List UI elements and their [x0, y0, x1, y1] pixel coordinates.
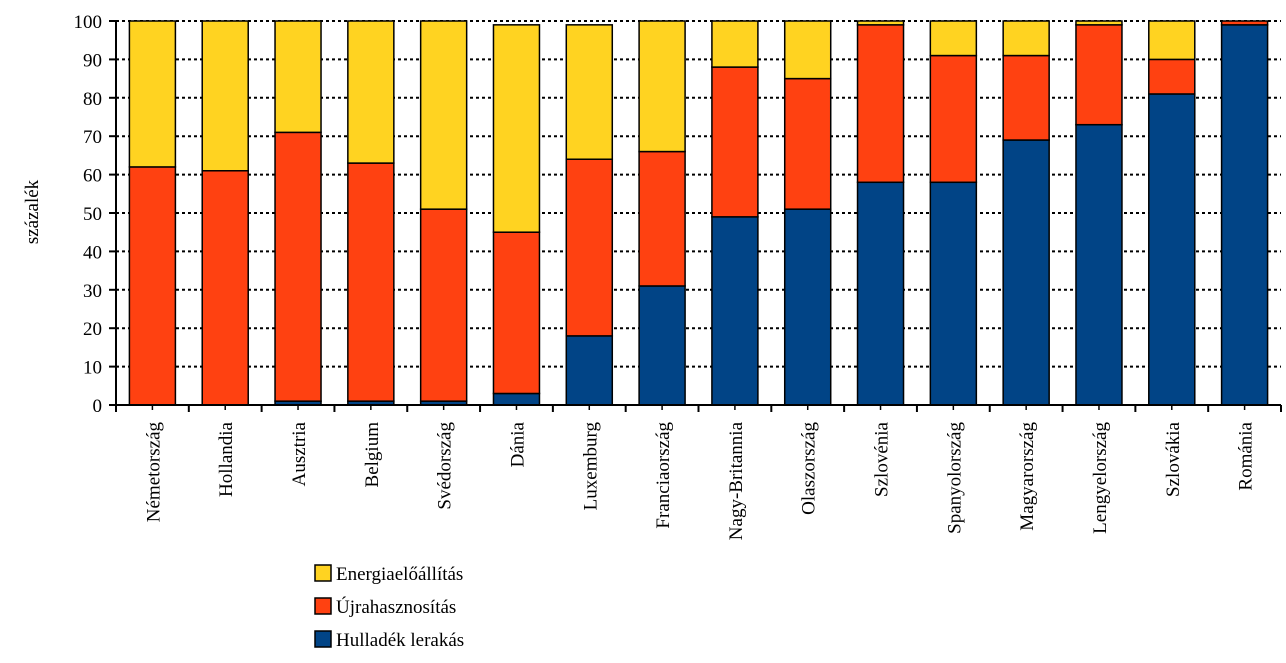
- bar-segment: [783, 20, 832, 80]
- x-tick-label: Olaszország: [799, 422, 820, 515]
- bar-segment: [128, 20, 177, 168]
- bars: [128, 20, 1269, 406]
- legend-swatch: [314, 564, 332, 582]
- bar-segment: [419, 20, 468, 210]
- y-tick-label: 90: [83, 50, 102, 71]
- bar-segment: [1148, 58, 1196, 95]
- y-tick-label: 10: [83, 358, 102, 379]
- bar-segment: [856, 181, 905, 406]
- y-tick-label: 0: [93, 396, 103, 417]
- bar-segment: [347, 162, 395, 402]
- bar-segment: [1002, 54, 1050, 141]
- bar-segment: [274, 20, 322, 134]
- x-tick-label: Románia: [1236, 421, 1257, 490]
- bar-segment: [929, 181, 978, 406]
- bar-segment: [201, 20, 249, 172]
- bar-segment: [1075, 20, 1123, 26]
- bar-segment: [1148, 20, 1196, 61]
- axes: Németország Hollandia Ausztria Belgium Svédo…: [74, 12, 1282, 540]
- bar-segment: [638, 150, 686, 287]
- bar-segment: [565, 335, 614, 406]
- bar-segment: [711, 216, 759, 406]
- bar-segment: [929, 54, 978, 184]
- bar-segment: [1075, 24, 1123, 126]
- bar-segment: [492, 231, 541, 395]
- bar-segment: [565, 158, 614, 337]
- x-tick-label: Dánia: [507, 421, 528, 467]
- y-tick-label: 30: [83, 281, 102, 302]
- legend-label: Energiaelőállítás: [336, 564, 463, 585]
- bar-segment: [638, 20, 686, 153]
- x-tick-label: Németország: [143, 422, 164, 523]
- y-tick-label: 70: [83, 127, 102, 148]
- bar-segment: [565, 24, 614, 160]
- bar-segment: [783, 77, 832, 210]
- x-tick-label: Ausztria: [289, 421, 310, 486]
- x-tick-label: Spanyolország: [944, 422, 965, 534]
- bar-segment: [1075, 123, 1123, 406]
- x-tick-label: Lengyelország: [1090, 422, 1111, 534]
- x-tick-label: Szlovákia: [1163, 421, 1184, 496]
- legend-swatch: [314, 597, 332, 615]
- bar-segment: [711, 20, 759, 68]
- bar-segment: [1220, 20, 1269, 26]
- bar-segment: [711, 66, 759, 218]
- x-tick-label: Luxemburg: [580, 422, 601, 511]
- y-tick-label: 100: [74, 12, 103, 33]
- y-tick-label: 80: [83, 89, 102, 110]
- x-tick-label: Franciaország: [653, 422, 674, 529]
- bar-segment: [856, 24, 905, 184]
- bar-segment: [1220, 24, 1269, 406]
- y-tick-label: 50: [83, 204, 102, 225]
- bar-segment: [201, 170, 249, 406]
- bar-segment: [1002, 139, 1050, 406]
- legend-label: Hulladék lerakás: [336, 630, 464, 651]
- x-tick-label: Svédország: [435, 422, 456, 510]
- bar-segment: [1148, 93, 1196, 406]
- y-tick-label: 40: [83, 242, 102, 263]
- legend-swatch: [314, 630, 332, 648]
- legend: Energiaelőállítás Újrahasznosítás Hulladék…: [314, 564, 464, 651]
- bar-segment: [419, 208, 468, 402]
- legend-label: Újrahasznosítás: [336, 596, 456, 618]
- y-axis-title: százalék: [22, 179, 43, 244]
- bar-segment: [1002, 20, 1050, 57]
- x-tick-label: Magyarország: [1017, 422, 1038, 531]
- bar-segment: [856, 20, 905, 26]
- bar-segment: [274, 131, 322, 402]
- bar-segment: [128, 166, 177, 406]
- x-tick-label: Hollandia: [216, 421, 237, 496]
- bar-segment: [492, 392, 541, 406]
- bar-segment: [347, 20, 395, 164]
- y-tick-label: 60: [83, 166, 102, 187]
- x-tick-label: Belgium: [362, 422, 383, 488]
- bar-segment: [783, 208, 832, 406]
- bar-segment: [492, 24, 541, 233]
- bar-segment: [929, 20, 978, 57]
- x-tick-label: Szlovénia: [872, 421, 893, 496]
- y-tick-label: 20: [83, 319, 102, 340]
- bar-segment: [638, 285, 686, 406]
- x-tick-label: Nagy-Britannia: [726, 421, 747, 540]
